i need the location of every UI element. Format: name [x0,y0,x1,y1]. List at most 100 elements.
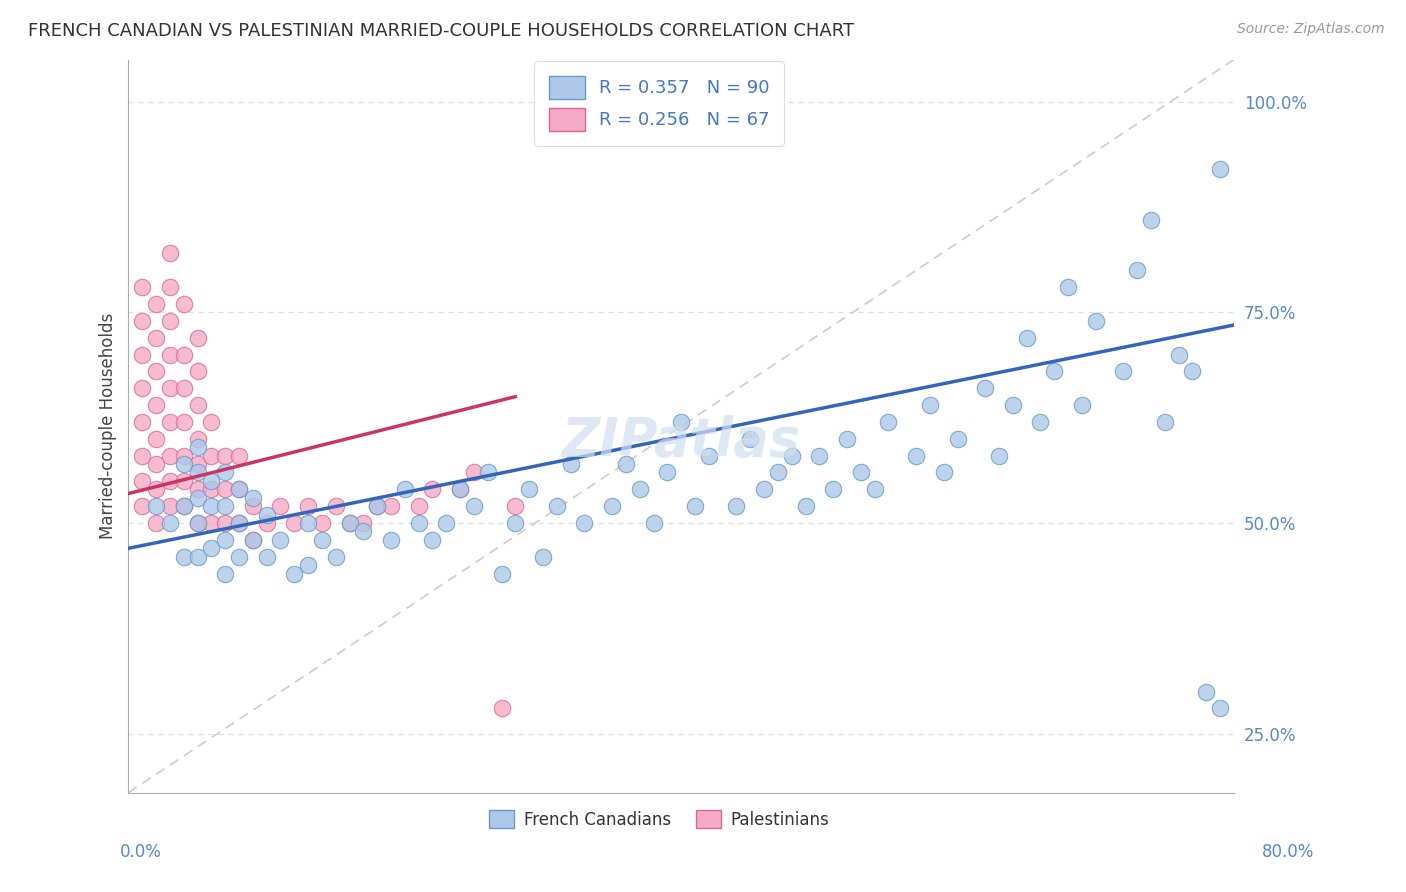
Point [932,466,955,480]
Point [214,483,236,497]
Point [600,499,623,513]
Point [683,499,706,513]
Point [145,331,167,345]
Point [974,381,997,395]
Point [145,398,167,412]
Point [297,516,319,530]
Point [1209,701,1232,715]
Point [159,516,181,530]
Point [297,558,319,573]
Point [380,533,402,547]
Point [228,549,250,564]
Point [228,483,250,497]
Point [1195,684,1218,698]
Point [491,566,513,581]
Point [200,449,222,463]
Text: FRENCH CANADIAN VS PALESTINIAN MARRIED-COUPLE HOUSEHOLDS CORRELATION CHART: FRENCH CANADIAN VS PALESTINIAN MARRIED-C… [28,22,855,40]
Point [173,415,195,429]
Point [159,280,181,294]
Point [173,474,195,488]
Point [408,516,430,530]
Point [131,381,153,395]
Point [256,508,278,522]
Point [628,483,651,497]
Point [1015,331,1038,345]
Point [242,491,264,505]
Y-axis label: Married-couple Households: Married-couple Households [100,313,117,540]
Point [808,449,831,463]
Point [269,533,291,547]
Point [669,415,692,429]
Point [325,549,347,564]
Point [766,466,789,480]
Point [173,297,195,311]
Point [394,483,416,497]
Point [1140,212,1163,227]
Point [517,483,540,497]
Point [823,483,845,497]
Point [905,449,928,463]
Point [131,449,153,463]
Point [463,466,485,480]
Point [242,499,264,513]
Point [835,432,858,446]
Point [173,449,195,463]
Point [449,483,471,497]
Point [173,549,195,564]
Text: ZIPatlas: ZIPatlas [561,415,801,467]
Point [946,432,969,446]
Point [173,499,195,513]
Point [173,499,195,513]
Point [200,499,222,513]
Point [187,491,209,505]
Point [131,280,153,294]
Point [187,516,209,530]
Point [434,516,457,530]
Point [269,499,291,513]
Point [228,449,250,463]
Point [1112,364,1135,378]
Point [187,440,209,454]
Point [422,483,444,497]
Point [242,533,264,547]
Point [1084,314,1107,328]
Point [200,483,222,497]
Point [214,533,236,547]
Point [311,516,333,530]
Point [877,415,900,429]
Point [1181,364,1204,378]
Point [228,516,250,530]
Point [173,381,195,395]
Point [780,449,803,463]
Point [145,297,167,311]
Point [725,499,748,513]
Point [131,474,153,488]
Point [491,701,513,715]
Point [131,415,153,429]
Point [380,499,402,513]
Point [228,483,250,497]
Point [187,549,209,564]
Point [560,457,582,471]
Point [187,398,209,412]
Point [173,457,195,471]
Point [325,499,347,513]
Point [159,474,181,488]
Point [187,432,209,446]
Point [531,549,554,564]
Point [339,516,361,530]
Text: Source: ZipAtlas.com: Source: ZipAtlas.com [1237,22,1385,37]
Point [242,533,264,547]
Point [145,499,167,513]
Point [159,314,181,328]
Point [1043,364,1066,378]
Point [1167,347,1189,361]
Point [283,516,305,530]
Point [1029,415,1052,429]
Point [366,499,388,513]
Point [352,524,374,539]
Point [214,499,236,513]
Text: 80.0%: 80.0% [1263,843,1315,861]
Point [352,516,374,530]
Point [849,466,872,480]
